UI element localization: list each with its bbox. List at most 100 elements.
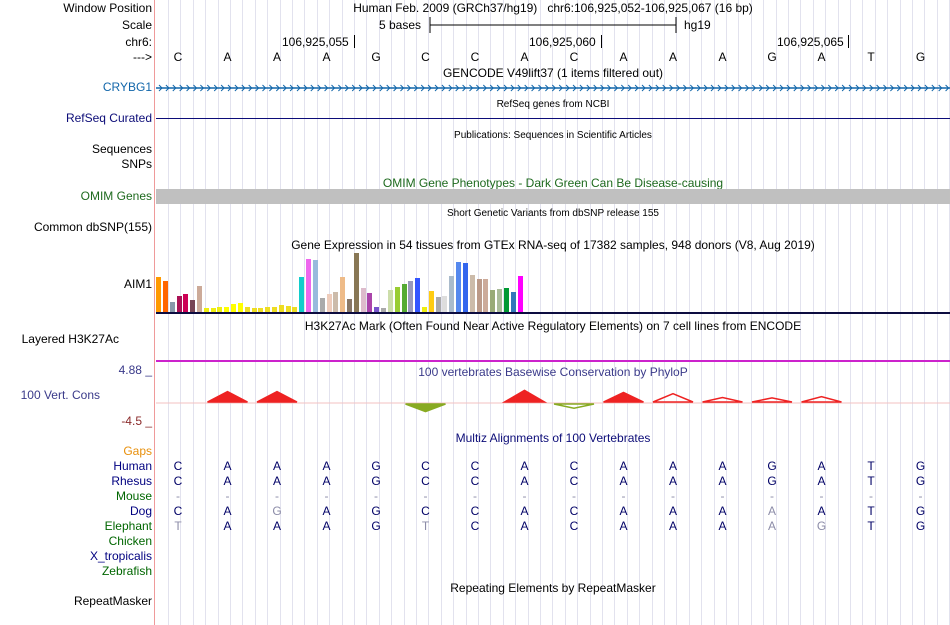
gtex-tissue-bar[interactable] <box>415 278 421 312</box>
gtex-tissue-bar[interactable] <box>517 276 523 312</box>
gtex-tissue-bar[interactable] <box>353 253 359 312</box>
gtex-tissue-bar[interactable] <box>278 305 284 312</box>
gtex-tissue-bar[interactable] <box>271 307 277 312</box>
phylop-plot[interactable] <box>156 380 950 440</box>
gtex-tissue-bar[interactable] <box>285 306 291 312</box>
gtex-tissue-bar[interactable] <box>449 276 455 312</box>
aligned-base: - <box>423 489 428 503</box>
species-label[interactable]: Human <box>113 459 152 473</box>
gtex-tissue-bar[interactable] <box>456 262 462 312</box>
snps-track-label[interactable]: SNPs <box>121 157 152 171</box>
species-label[interactable]: X_tropicalis <box>89 549 152 563</box>
gtex-tissue-bar[interactable] <box>442 296 448 312</box>
gtex-tissue-bar[interactable] <box>401 284 407 312</box>
refseq-track-title: RefSeq genes from NCBI <box>496 99 610 110</box>
refseq-track-label[interactable]: RefSeq Curated <box>65 111 152 125</box>
dbsnp-track-title: Short Genetic Variants from dbSNP releas… <box>447 208 659 219</box>
gtex-tissue-bar[interactable] <box>265 307 271 312</box>
repeatmasker-track-label[interactable]: RepeatMasker <box>73 594 152 608</box>
gtex-tissue-bar[interactable] <box>462 263 468 312</box>
gtex-tissue-bar[interactable] <box>319 298 325 312</box>
gtex-tissue-bar[interactable] <box>435 297 441 312</box>
crybg1-track-label[interactable]: CRYBG1 <box>102 80 152 94</box>
gaps-track-label[interactable]: Gaps <box>123 444 152 458</box>
gtex-tissue-bar[interactable] <box>394 287 400 312</box>
species-label[interactable]: Zebrafish <box>101 564 152 578</box>
cons-track-label[interactable]: 100 Vert. Cons <box>20 388 100 402</box>
species-label[interactable]: Elephant <box>104 519 152 533</box>
gtex-tissue-bar[interactable] <box>422 307 427 312</box>
reference-base: T <box>867 50 875 64</box>
gtex-tissue-bar[interactable] <box>217 307 223 312</box>
gtex-tissue-bar[interactable] <box>469 275 475 312</box>
phylop-score-mark[interactable] <box>801 395 842 403</box>
gtex-tissue-bar[interactable] <box>244 307 250 312</box>
gtex-tissue-bar[interactable] <box>162 281 168 312</box>
h3k27ac-track-label[interactable]: Layered H3K27Ac <box>21 332 119 346</box>
gtex-tissue-bar[interactable] <box>408 281 414 312</box>
aligned-base: T <box>867 474 875 488</box>
phylop-score-mark[interactable] <box>405 403 446 413</box>
gtex-tissue-bar[interactable] <box>183 294 189 312</box>
window-coordinates: chr6:106,925,052-106,925,067 (16 bp) <box>547 1 753 15</box>
gtex-tissue-bar[interactable] <box>292 307 298 312</box>
species-label[interactable]: Mouse <box>115 489 152 503</box>
aligned-base: C <box>421 474 430 488</box>
track-data-area[interactable]: Human Feb. 2009 (GRCh37/hg19) chr6:106,9… <box>156 0 950 625</box>
gtex-tissue-bar[interactable] <box>251 308 257 312</box>
gtex-tissue-bar[interactable] <box>169 302 175 312</box>
gtex-tissue-bar[interactable] <box>196 286 202 312</box>
aim1-track-label[interactable]: AIM1 <box>123 277 152 291</box>
species-label[interactable]: Dog <box>129 504 152 518</box>
phylop-score-mark[interactable] <box>603 391 644 403</box>
gtex-tissue-bar[interactable] <box>224 307 230 312</box>
gtex-tissue-bar[interactable] <box>306 259 311 312</box>
h3k27ac-signal-line[interactable] <box>156 360 950 362</box>
aligned-base: C <box>569 519 579 533</box>
gtex-tissue-bar[interactable] <box>428 291 434 312</box>
gtex-tissue-bar[interactable] <box>156 277 161 312</box>
refseq-gene-line[interactable] <box>156 118 950 119</box>
gtex-tissue-bar[interactable] <box>231 304 236 312</box>
gtex-tissue-bar[interactable] <box>333 292 339 312</box>
gtex-tissue-bar[interactable] <box>476 279 482 312</box>
gtex-tissue-bar[interactable] <box>237 303 243 312</box>
gtex-tissue-bar[interactable] <box>360 288 366 312</box>
gtex-tissue-bar[interactable] <box>299 277 305 312</box>
phylop-score-mark[interactable] <box>256 390 298 403</box>
gtex-tissue-bar[interactable] <box>374 307 380 312</box>
species-label[interactable]: Chicken <box>108 534 152 548</box>
phylop-score-mark[interactable] <box>553 403 595 409</box>
gtex-tissue-bar[interactable] <box>367 293 373 312</box>
gtex-bar-chart[interactable] <box>156 252 950 314</box>
dbsnp-track-label[interactable]: Common dbSNP(155) <box>33 220 152 234</box>
phylop-score-mark[interactable] <box>501 389 548 403</box>
gtex-tissue-bar[interactable] <box>497 289 502 312</box>
gtex-tissue-bar[interactable] <box>176 296 182 312</box>
gtex-tissue-bar[interactable] <box>190 300 196 312</box>
phylop-score-mark[interactable] <box>207 390 248 403</box>
gtex-tissue-bar[interactable] <box>381 308 387 312</box>
gtex-tissue-bar[interactable] <box>503 288 509 312</box>
phylop-score-mark[interactable] <box>702 396 743 403</box>
gtex-tissue-bar[interactable] <box>510 292 516 312</box>
aligned-base: A <box>619 459 628 473</box>
gtex-tissue-bar[interactable] <box>490 290 496 312</box>
aligned-base: G <box>915 474 926 488</box>
gtex-tissue-bar[interactable] <box>347 299 352 312</box>
gtex-tissue-bar[interactable] <box>340 277 346 312</box>
gtex-tissue-bar[interactable] <box>483 279 489 312</box>
species-label[interactable]: Rhesus <box>111 474 152 488</box>
gtex-tissue-bar[interactable] <box>210 308 216 312</box>
gtex-tissue-bar[interactable] <box>326 294 332 312</box>
gtex-tissue-bar[interactable] <box>258 308 264 312</box>
phylop-score-mark[interactable] <box>652 392 694 403</box>
crybg1-gene-graphic[interactable] <box>156 0 950 100</box>
phylop-score-mark[interactable] <box>751 397 793 403</box>
gtex-tissue-bar[interactable] <box>312 260 318 312</box>
sequences-track-label[interactable]: Sequences <box>91 142 152 156</box>
omim-phenotype-bar[interactable] <box>156 189 950 204</box>
omim-track-label[interactable]: OMIM Genes <box>80 189 152 203</box>
gtex-tissue-bar[interactable] <box>203 308 209 312</box>
gtex-tissue-bar[interactable] <box>387 290 393 312</box>
